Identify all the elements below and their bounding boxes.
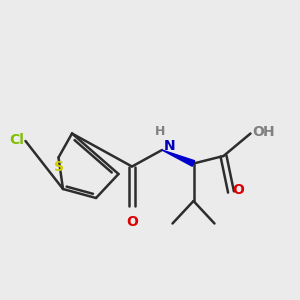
Text: N: N [164, 139, 175, 152]
Text: S: S [54, 160, 64, 174]
Text: O: O [252, 125, 264, 139]
Polygon shape [162, 150, 195, 166]
Text: O: O [232, 182, 244, 197]
Text: H: H [263, 125, 275, 139]
Text: O: O [126, 214, 138, 229]
Text: H: H [155, 125, 166, 138]
Text: Cl: Cl [9, 133, 24, 146]
